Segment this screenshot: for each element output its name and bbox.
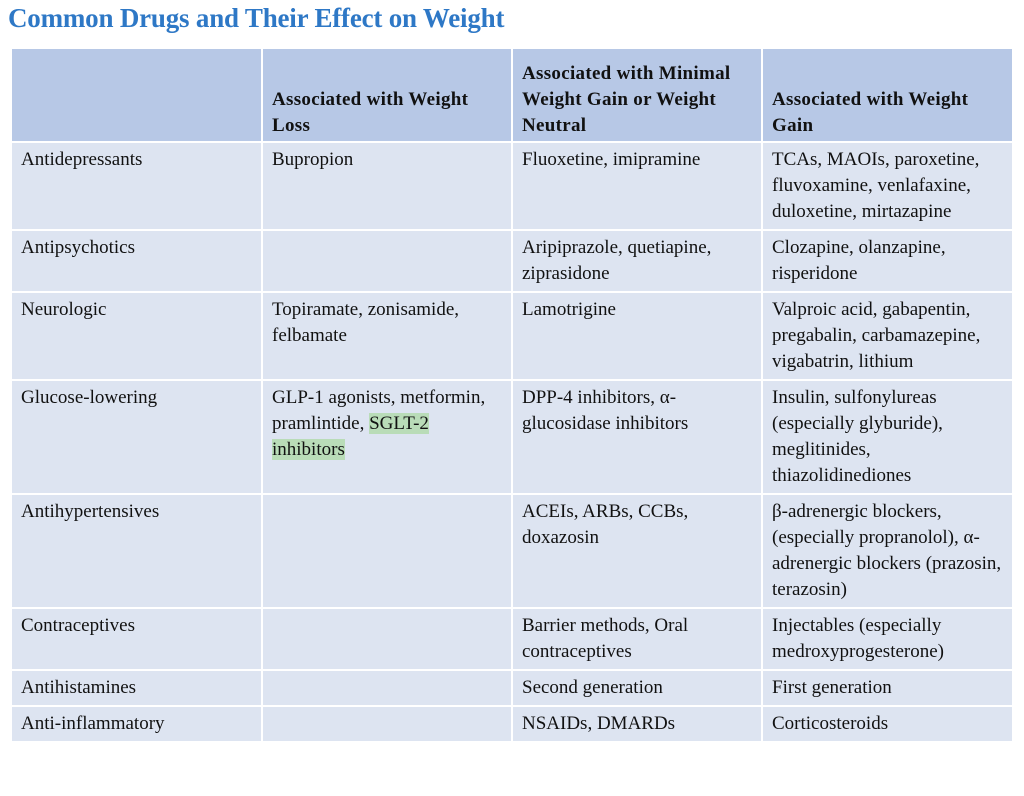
cell-weight-loss [261, 669, 513, 707]
cell-weight-loss [261, 493, 513, 609]
header-cell-weight-gain: Associated with Weight Gain [761, 47, 1014, 143]
cell-weight-gain: Insulin, sulfonylureas (especially glybu… [761, 379, 1014, 495]
cell-weight-loss [261, 229, 513, 293]
cell-category: Neurologic [10, 291, 263, 381]
cell-weight-gain: Clozapine, olanzapine, risperidone [761, 229, 1014, 293]
cell-weight-loss [261, 607, 513, 671]
cell-category: Anti-inflammatory [10, 705, 263, 743]
table-row: Glucose-lowering GLP-1 agonists, metform… [10, 379, 1014, 495]
cell-weight-loss: Bupropion [261, 141, 513, 231]
drug-weight-table: Associated with Weight Loss Associated w… [10, 47, 1014, 743]
cell-weight-gain: Valproic acid, gabapentin, pregabalin, c… [761, 291, 1014, 381]
cell-category: Glucose-lowering [10, 379, 263, 495]
cell-weight-neutral: DPP-4 inhibitors, α-glucosidase inhibito… [511, 379, 763, 495]
cell-weight-neutral: Second generation [511, 669, 763, 707]
cell-weight-loss [261, 705, 513, 743]
table-header: Associated with Weight Loss Associated w… [10, 47, 1014, 143]
cell-weight-neutral: NSAIDs, DMARDs [511, 705, 763, 743]
header-cell-weight-neutral: Associated with Minimal Weight Gain or W… [511, 47, 763, 143]
cell-weight-neutral: Aripiprazole, quetiapine, ziprasidone [511, 229, 763, 293]
table-row: Antipsychotics Aripiprazole, quetiapine,… [10, 229, 1014, 293]
cell-weight-gain: TCAs, MAOIs, paroxetine, fluvoxamine, ve… [761, 141, 1014, 231]
cell-category: Contraceptives [10, 607, 263, 671]
cell-weight-gain: Corticosteroids [761, 705, 1014, 743]
header-row: Associated with Weight Loss Associated w… [10, 47, 1014, 143]
table-row: Contraceptives Barrier methods, Oral con… [10, 607, 1014, 671]
cell-category: Antidepressants [10, 141, 263, 231]
header-cell-category [10, 47, 263, 143]
table-row: Antidepressants Bupropion Fluoxetine, im… [10, 141, 1014, 231]
cell-category: Antihypertensives [10, 493, 263, 609]
header-cell-weight-loss: Associated with Weight Loss [261, 47, 513, 143]
cell-weight-loss: Topiramate, zonisamide, felbamate [261, 291, 513, 381]
cell-weight-loss: GLP-1 agonists, metformin, pramlintide, … [261, 379, 513, 495]
table-row: Antihistamines Second generation First g… [10, 669, 1014, 707]
page-title: Common Drugs and Their Effect on Weight [8, 3, 505, 33]
cell-weight-gain: Injectables (especially medroxyprogester… [761, 607, 1014, 671]
cell-category: Antipsychotics [10, 229, 263, 293]
cell-weight-neutral: Fluoxetine, imipramine [511, 141, 763, 231]
table-row: Anti-inflammatory NSAIDs, DMARDs Cortico… [10, 705, 1014, 743]
table-row: Antihypertensives ACEIs, ARBs, CCBs, dox… [10, 493, 1014, 609]
table-row: Neurologic Topiramate, zonisamide, felba… [10, 291, 1014, 381]
cell-weight-loss-text: GLP-1 agonists, metformin, pramlintide, [272, 387, 486, 434]
cell-weight-neutral: ACEIs, ARBs, CCBs, doxazosin [511, 493, 763, 609]
cell-weight-neutral: Barrier methods, Oral contraceptives [511, 607, 763, 671]
table-body: Antidepressants Bupropion Fluoxetine, im… [10, 141, 1014, 743]
cell-weight-neutral: Lamotrigine [511, 291, 763, 381]
cell-weight-gain: β-adrenergic blockers, (especially propr… [761, 493, 1014, 609]
cell-category: Antihistamines [10, 669, 263, 707]
cell-weight-gain: First generation [761, 669, 1014, 707]
